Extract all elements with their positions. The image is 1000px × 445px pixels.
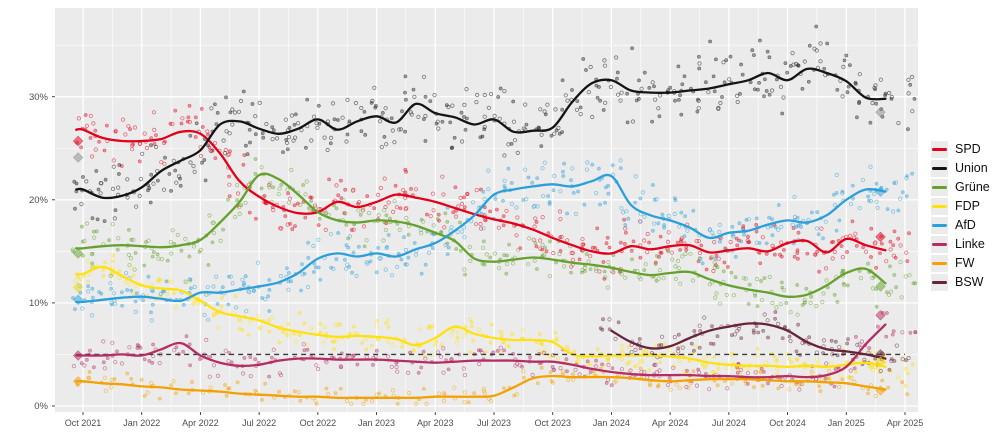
x-tick-label: Apr 2022: [182, 418, 219, 428]
legend-label: SPD: [955, 142, 981, 156]
election-result-marker-Linke: [72, 350, 84, 361]
legend-item-Linke: Linke: [931, 236, 990, 253]
trend-line-Linke: [75, 323, 887, 379]
y-tick-label: 0%: [34, 401, 48, 412]
legend-key-AfD-icon: [931, 217, 948, 234]
x-tick-label: Oct 2022: [300, 418, 337, 428]
x-tick-label: Oct 2021: [65, 418, 102, 428]
legend-key-BSW-icon: [931, 274, 948, 291]
election-result-marker-SPD: [875, 231, 886, 243]
legend-label: BSW: [955, 275, 984, 289]
x-tick-label: Jul 2024: [712, 418, 746, 428]
legend-key-FDP-icon: [931, 198, 948, 215]
election-result-marker-FW: [72, 376, 84, 387]
legend-label: FDP: [955, 199, 980, 213]
x-tick-label: Apr 2025: [887, 418, 924, 428]
election-result-marker-AfD: [72, 294, 84, 306]
x-tick-label: Jul 2023: [477, 418, 511, 428]
election-result-marker-BSW: [875, 349, 886, 360]
legend-label: Grüne: [955, 180, 990, 194]
trend-line-FDP: [75, 265, 887, 368]
legend-item-SPD: SPD: [931, 141, 990, 158]
x-tick-label: Apr 2024: [652, 418, 689, 428]
legend-key-SPD-icon: [931, 141, 948, 158]
legend-label: AfD: [955, 218, 976, 232]
legend-item-FDP: FDP: [931, 198, 990, 215]
election-result-marker-Union: [875, 106, 886, 118]
legend-label: Union: [955, 161, 988, 175]
legend-key-FW-icon: [931, 255, 948, 272]
axes: 0% 10% 20% 30% Oct 2021 Jan 2022 Apr 2022 Jul 2…: [29, 92, 923, 428]
election-result-marker-Grüne: [875, 281, 886, 292]
legend-item-BSW: BSW: [931, 274, 990, 291]
election-result-marker-FW: [875, 385, 886, 396]
legend-key-Union-icon: [931, 160, 948, 177]
legend-item-Grüne: Grüne: [931, 179, 990, 196]
legend-label: FW: [955, 256, 975, 270]
x-tick-label: Oct 2024: [769, 418, 806, 428]
trend-line-FW: [75, 374, 887, 399]
x-tick-label: Apr 2023: [417, 418, 454, 428]
legend-key-Grüne-icon: [931, 179, 948, 196]
x-tick-label: Jan 2024: [593, 418, 630, 428]
election-result-marker-SPD: [72, 135, 84, 147]
trend-line-Grüne: [75, 172, 887, 298]
x-tick-label: Jul 2022: [242, 418, 276, 428]
legend-label: Linke: [955, 237, 985, 251]
election-markers: [72, 106, 886, 396]
legend-key-Linke-icon: [931, 236, 948, 253]
y-tick-label: 10%: [29, 298, 49, 309]
trend-line-Union: [75, 67, 887, 200]
trend-line-AfD: [75, 173, 887, 304]
election-result-marker-FDP: [875, 356, 886, 367]
election-result-marker-Grüne: [72, 248, 84, 259]
x-tick-label: Jan 2025: [828, 418, 865, 428]
election-result-marker-Linke: [875, 310, 886, 321]
trend-line-BSW: [610, 322, 887, 360]
x-tick-label: Jan 2022: [123, 418, 160, 428]
x-tick-label: Oct 2023: [534, 418, 571, 428]
election-result-marker-FDP: [72, 282, 84, 293]
legend-item-AfD: AfD: [931, 217, 990, 234]
election-result-marker-AfD: [875, 186, 886, 197]
y-tick-label: 30%: [29, 92, 49, 103]
legend-item-FW: FW: [931, 255, 990, 272]
x-tick-label: Jan 2023: [358, 418, 395, 428]
trend-lines: [75, 67, 905, 399]
election-result-marker-Union: [72, 152, 84, 163]
legend-item-Union: Union: [931, 160, 990, 177]
y-tick-label: 20%: [29, 195, 49, 206]
chart-legend: SPD Union Grüne FDP AfD Linke FW BSW: [931, 141, 990, 291]
